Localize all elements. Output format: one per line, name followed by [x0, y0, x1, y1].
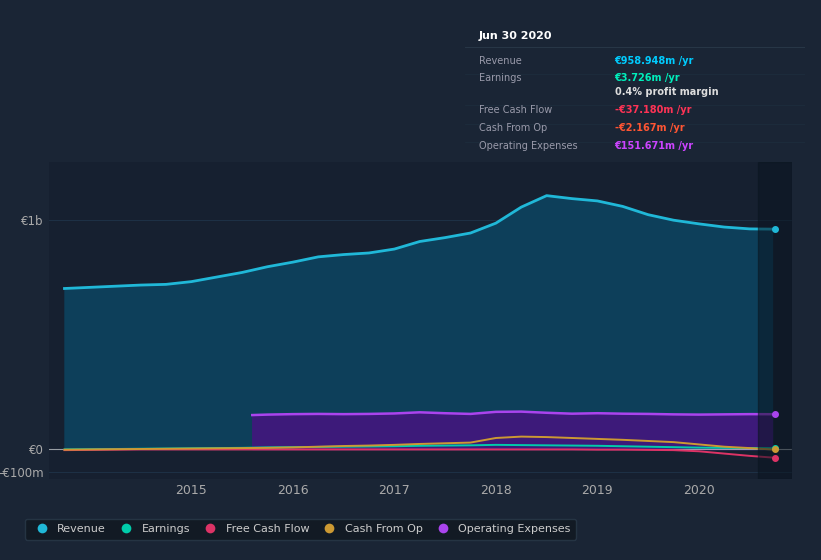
Text: Cash From Op: Cash From Op: [479, 123, 547, 133]
Text: Jun 30 2020: Jun 30 2020: [479, 31, 552, 41]
Text: €151.671m /yr: €151.671m /yr: [615, 141, 694, 151]
Text: -€37.180m /yr: -€37.180m /yr: [615, 105, 691, 115]
Bar: [758, 162, 792, 479]
Text: €3.726m /yr: €3.726m /yr: [615, 73, 681, 83]
Text: Operating Expenses: Operating Expenses: [479, 141, 577, 151]
Text: 0.4% profit margin: 0.4% profit margin: [615, 87, 718, 96]
Text: Revenue: Revenue: [479, 55, 521, 66]
Legend: Revenue, Earnings, Free Cash Flow, Cash From Op, Operating Expenses: Revenue, Earnings, Free Cash Flow, Cash …: [25, 519, 576, 540]
Text: -€2.167m /yr: -€2.167m /yr: [615, 123, 684, 133]
Text: Free Cash Flow: Free Cash Flow: [479, 105, 552, 115]
Text: Earnings: Earnings: [479, 73, 521, 83]
Text: €958.948m /yr: €958.948m /yr: [615, 55, 694, 66]
